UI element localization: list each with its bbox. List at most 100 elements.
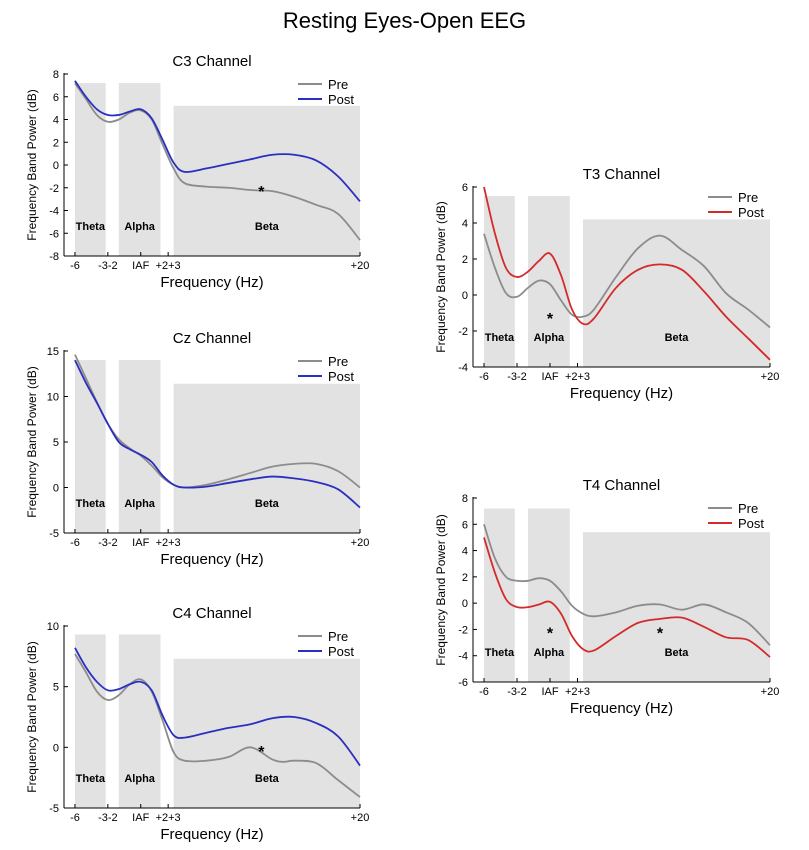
significance-marker: *: [258, 184, 265, 201]
y-tick-label: 8: [53, 69, 59, 81]
figure-title: Resting Eyes-Open EEG: [282, 8, 527, 33]
significance-marker: *: [547, 311, 554, 328]
x-tick-label: +2+3: [156, 812, 181, 824]
series-line-pre: [483, 233, 771, 329]
y-axis-label: Frequency Band Power (dB): [25, 366, 39, 517]
y-axis-label: Frequency Band Power (dB): [434, 201, 448, 352]
y-tick-label: 0: [53, 483, 59, 495]
y-axis-label: Frequency Band Power (dB): [434, 514, 448, 665]
y-tick-label: 4: [462, 546, 468, 558]
x-tick-label: IAF: [541, 371, 558, 383]
band-label-alpha: Alpha: [124, 221, 155, 233]
y-tick-label: 2: [462, 572, 468, 584]
band-beta: [583, 219, 770, 367]
t3-channel-chart: Theta Alpha Beta -4 -2 0 2 4 6 -6 -3-2 IAF +2+3 +20 Fr…: [434, 166, 780, 402]
legend-label-post: Post: [328, 369, 354, 384]
c4-channel-chart: Theta Alpha Beta -5 0 5 10 -6 -3-2 IAF +2+3 +20 Freq…: [25, 605, 370, 843]
legend-label-post: Post: [328, 92, 354, 107]
band-beta: [173, 105, 360, 256]
t4-channel-chart: Theta Alpha Beta -6 -4 -2 0 2 4 6 8 -6 -3-2 IAF +2+3 +2…: [434, 477, 780, 717]
y-tick-label: 6: [462, 519, 468, 531]
chart-title: C4 Channel: [172, 605, 251, 622]
y-tick-label: 0: [53, 742, 59, 754]
band-label-alpha: Alpha: [124, 773, 155, 785]
y-tick-label: 2: [462, 254, 468, 266]
band-alpha: [528, 508, 570, 682]
band-beta: [173, 383, 360, 533]
series-line-post: [74, 647, 361, 767]
x-axis-label: Frequency (Hz): [160, 274, 263, 291]
y-tick-label: -4: [49, 206, 59, 218]
x-tick-label: -3-2: [98, 260, 118, 272]
band-alpha: [118, 634, 161, 808]
legend-label-pre: Pre: [738, 501, 758, 516]
y-tick-label: -6: [49, 228, 59, 240]
y-tick-label: -4: [458, 362, 468, 374]
x-tick-label: -3-2: [507, 371, 527, 383]
y-tick-label: 0: [462, 290, 468, 302]
y-axis-label: Frequency Band Power (dB): [25, 89, 39, 240]
x-axis-label: Frequency (Hz): [570, 700, 673, 717]
x-tick-label: +20: [351, 537, 370, 549]
y-tick-label: -5: [49, 528, 59, 540]
y-axis-label: Frequency Band Power (dB): [25, 641, 39, 792]
x-tick-label: IAF: [541, 686, 558, 698]
x-tick-label: -6: [70, 260, 80, 272]
y-tick-label: -4: [458, 651, 468, 663]
y-tick-label: 6: [53, 92, 59, 104]
y-tick-label: 2: [53, 137, 59, 149]
x-tick-label: IAF: [132, 537, 149, 549]
band-label-theta: Theta: [485, 647, 515, 659]
band-label-beta: Beta: [665, 647, 690, 659]
y-tick-label: 15: [47, 346, 59, 358]
band-label-theta: Theta: [76, 221, 106, 233]
x-tick-label: +20: [351, 260, 370, 272]
y-tick-label: -2: [458, 326, 468, 338]
series-line-pre: [483, 524, 771, 646]
band-label-beta: Beta: [255, 773, 280, 785]
y-tick-label: 10: [47, 392, 59, 404]
y-tick-label: -2: [458, 624, 468, 636]
legend-label-pre: Pre: [328, 77, 348, 92]
chart-title: T4 Channel: [583, 477, 661, 494]
chart-title: T3 Channel: [583, 166, 661, 183]
x-tick-label: -6: [479, 686, 489, 698]
series-line-post: [483, 186, 771, 361]
y-tick-label: 4: [53, 115, 59, 127]
x-tick-label: -6: [70, 537, 80, 549]
legend-label-pre: Pre: [328, 629, 348, 644]
legend-label-post: Post: [738, 205, 764, 220]
x-tick-label: +20: [761, 686, 780, 698]
x-tick-label: IAF: [132, 260, 149, 272]
x-tick-label: +2+3: [156, 260, 181, 272]
x-tick-label: -6: [479, 371, 489, 383]
legend-label-post: Post: [328, 644, 354, 659]
x-tick-label: +2+3: [565, 686, 590, 698]
legend-label-pre: Pre: [738, 190, 758, 205]
chart-title: Cz Channel: [173, 330, 251, 347]
y-tick-label: 4: [462, 218, 468, 230]
c3-channel-chart: Theta Alpha Beta -8 -6 -4 -2 0 2 4 6 8 -6 -3-2 IAF +2+3…: [25, 53, 370, 291]
x-axis-label: Frequency (Hz): [160, 551, 263, 568]
series-line-post: [74, 80, 361, 202]
band-label-beta: Beta: [255, 221, 280, 233]
band-label-beta: Beta: [665, 332, 690, 344]
y-tick-label: 5: [53, 437, 59, 449]
chart-title: C3 Channel: [172, 53, 251, 70]
y-tick-label: 8: [462, 493, 468, 505]
x-tick-label: +20: [761, 371, 780, 383]
significance-marker: *: [258, 744, 265, 761]
x-tick-label: +2+3: [156, 537, 181, 549]
band-beta: [583, 532, 770, 682]
series-line-post: [483, 537, 771, 658]
significance-marker: *: [657, 626, 664, 643]
series-line-pre: [74, 82, 361, 241]
x-tick-label: -6: [70, 812, 80, 824]
x-tick-label: -3-2: [98, 812, 118, 824]
band-label-beta: Beta: [255, 498, 280, 510]
x-tick-label: +20: [351, 812, 370, 824]
y-tick-label: -2: [49, 183, 59, 195]
band-label-alpha: Alpha: [534, 332, 565, 344]
band-label-alpha: Alpha: [534, 647, 565, 659]
series-line-post: [74, 359, 361, 509]
